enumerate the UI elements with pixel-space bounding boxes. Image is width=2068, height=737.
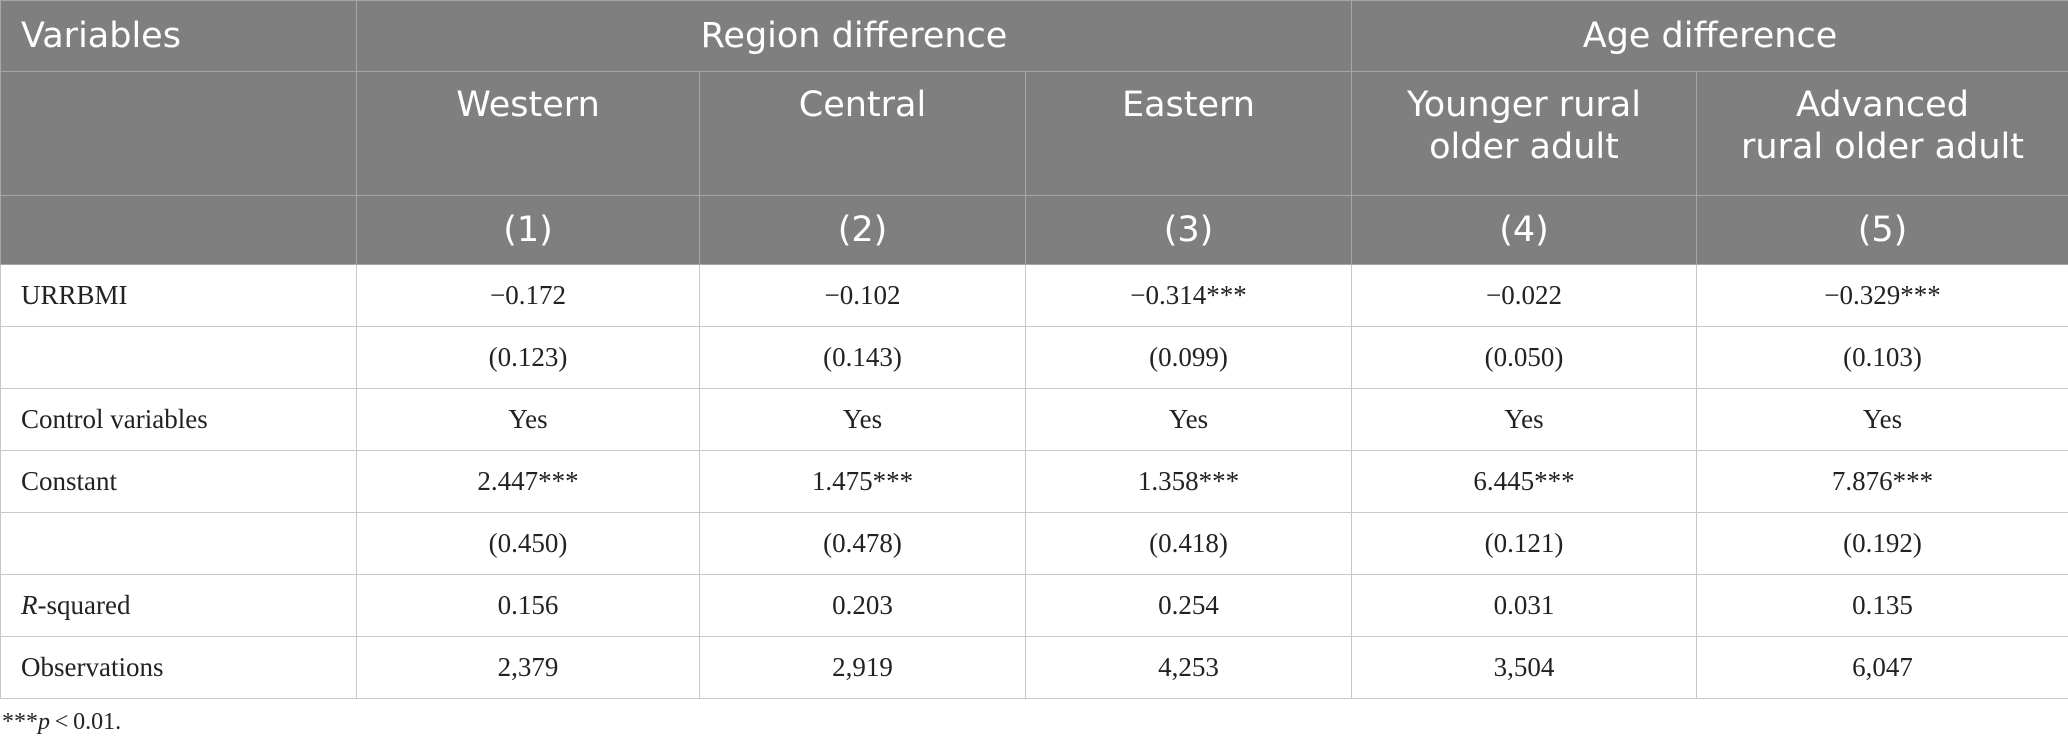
- table-cell: (0.099): [1025, 326, 1352, 389]
- header-row-columns: Western Central Eastern Younger rural ol…: [0, 71, 2068, 196]
- table-cell: 0.156: [356, 574, 700, 637]
- column-header-western: Western: [356, 71, 700, 196]
- table-cell: 6,047: [1696, 636, 2068, 699]
- table-cell: Yes: [356, 388, 700, 451]
- table-row-controls: Control variables Yes Yes Yes Yes Yes: [0, 388, 2068, 451]
- table-cell: (0.192): [1696, 512, 2068, 575]
- table-cell: 0.031: [1351, 574, 1697, 637]
- table-cell: −0.102: [699, 264, 1026, 327]
- table-cell: Yes: [1696, 388, 2068, 451]
- header-row-groups: Variables Region difference Age differen…: [0, 0, 2068, 72]
- table-cell: (0.103): [1696, 326, 2068, 389]
- table-cell: (0.450): [356, 512, 700, 575]
- table-row-rsquared: R-squared 0.156 0.203 0.254 0.031 0.135: [0, 574, 2068, 637]
- header-row-numbers: (1) (2) (3) (4) (5): [0, 195, 2068, 265]
- empty-header-cell: [0, 195, 357, 265]
- table-cell: 2.447***: [356, 450, 700, 513]
- variables-header: Variables: [0, 0, 357, 72]
- column-number-4: (4): [1351, 195, 1697, 265]
- results-table: Variables Region difference Age differen…: [0, 0, 2068, 699]
- row-label: Observations: [0, 636, 357, 699]
- table-cell: 6.445***: [1351, 450, 1697, 513]
- table-cell: Yes: [1025, 388, 1352, 451]
- table-cell: 0.254: [1025, 574, 1352, 637]
- column-number-2: (2): [699, 195, 1026, 265]
- table-cell: −0.172: [356, 264, 700, 327]
- table-cell: (0.478): [699, 512, 1026, 575]
- table-cell: 1.475***: [699, 450, 1026, 513]
- column-header-advanced: Advanced rural older adult: [1696, 71, 2068, 196]
- column-header-advanced-line1: Advanced: [1796, 85, 1969, 125]
- table-cell: (0.418): [1025, 512, 1352, 575]
- table-cell: 2,919: [699, 636, 1026, 699]
- table-cell: (0.143): [699, 326, 1026, 389]
- footnote-rest: < 0.01.: [50, 709, 122, 735]
- table-cell: Yes: [1351, 388, 1697, 451]
- table-row-urrbmi-se: (0.123) (0.143) (0.099) (0.050) (0.103): [0, 326, 2068, 389]
- table-row-constant-se: (0.450) (0.478) (0.418) (0.121) (0.192): [0, 512, 2068, 575]
- table-cell: −0.022: [1351, 264, 1697, 327]
- column-header-central: Central: [699, 71, 1026, 196]
- table-cell: 4,253: [1025, 636, 1352, 699]
- column-header-advanced-line2: rural older adult: [1741, 127, 2024, 167]
- column-header-eastern: Eastern: [1025, 71, 1352, 196]
- row-label: Control variables: [0, 388, 357, 451]
- table-row-constant: Constant 2.447*** 1.475*** 1.358*** 6.44…: [0, 450, 2068, 513]
- table-cell: −0.314***: [1025, 264, 1352, 327]
- row-label: Constant: [0, 450, 357, 513]
- group-header-age: Age difference: [1351, 0, 2068, 72]
- table-cell: 3,504: [1351, 636, 1697, 699]
- row-label: [0, 512, 357, 575]
- table-header: Variables Region difference Age differen…: [0, 0, 2068, 265]
- row-label-rest: -squared: [37, 590, 131, 620]
- column-number-1: (1): [356, 195, 700, 265]
- row-label: R-squared: [0, 574, 357, 637]
- column-number-3: (3): [1025, 195, 1352, 265]
- table-body: URRBMI −0.172 −0.102 −0.314*** −0.022 −0…: [0, 264, 2068, 699]
- footnote-stars: ***: [2, 709, 38, 735]
- table-cell: −0.329***: [1696, 264, 2068, 327]
- table-cell: 0.203: [699, 574, 1026, 637]
- table-cell: (0.121): [1351, 512, 1697, 575]
- table-footnote: ***p < 0.01.: [0, 709, 2068, 736]
- footnote-p: p: [38, 709, 50, 735]
- group-header-region: Region difference: [356, 0, 1352, 72]
- table-row-urrbmi: URRBMI −0.172 −0.102 −0.314*** −0.022 −0…: [0, 264, 2068, 327]
- table-cell: (0.123): [356, 326, 700, 389]
- column-number-5: (5): [1696, 195, 2068, 265]
- column-header-younger-line2: older adult: [1429, 127, 1619, 167]
- table-cell: 1.358***: [1025, 450, 1352, 513]
- table-row-observations: Observations 2,379 2,919 4,253 3,504 6,0…: [0, 636, 2068, 699]
- row-label: [0, 326, 357, 389]
- table-cell: (0.050): [1351, 326, 1697, 389]
- table-cell: 7.876***: [1696, 450, 2068, 513]
- column-header-younger-line1: Younger rural: [1407, 85, 1641, 125]
- table-cell: Yes: [699, 388, 1026, 451]
- empty-header-cell: [0, 71, 357, 196]
- column-header-younger: Younger rural older adult: [1351, 71, 1697, 196]
- table-cell: 2,379: [356, 636, 700, 699]
- table-cell: 0.135: [1696, 574, 2068, 637]
- row-label: URRBMI: [0, 264, 357, 327]
- row-label-italic: R: [21, 590, 38, 620]
